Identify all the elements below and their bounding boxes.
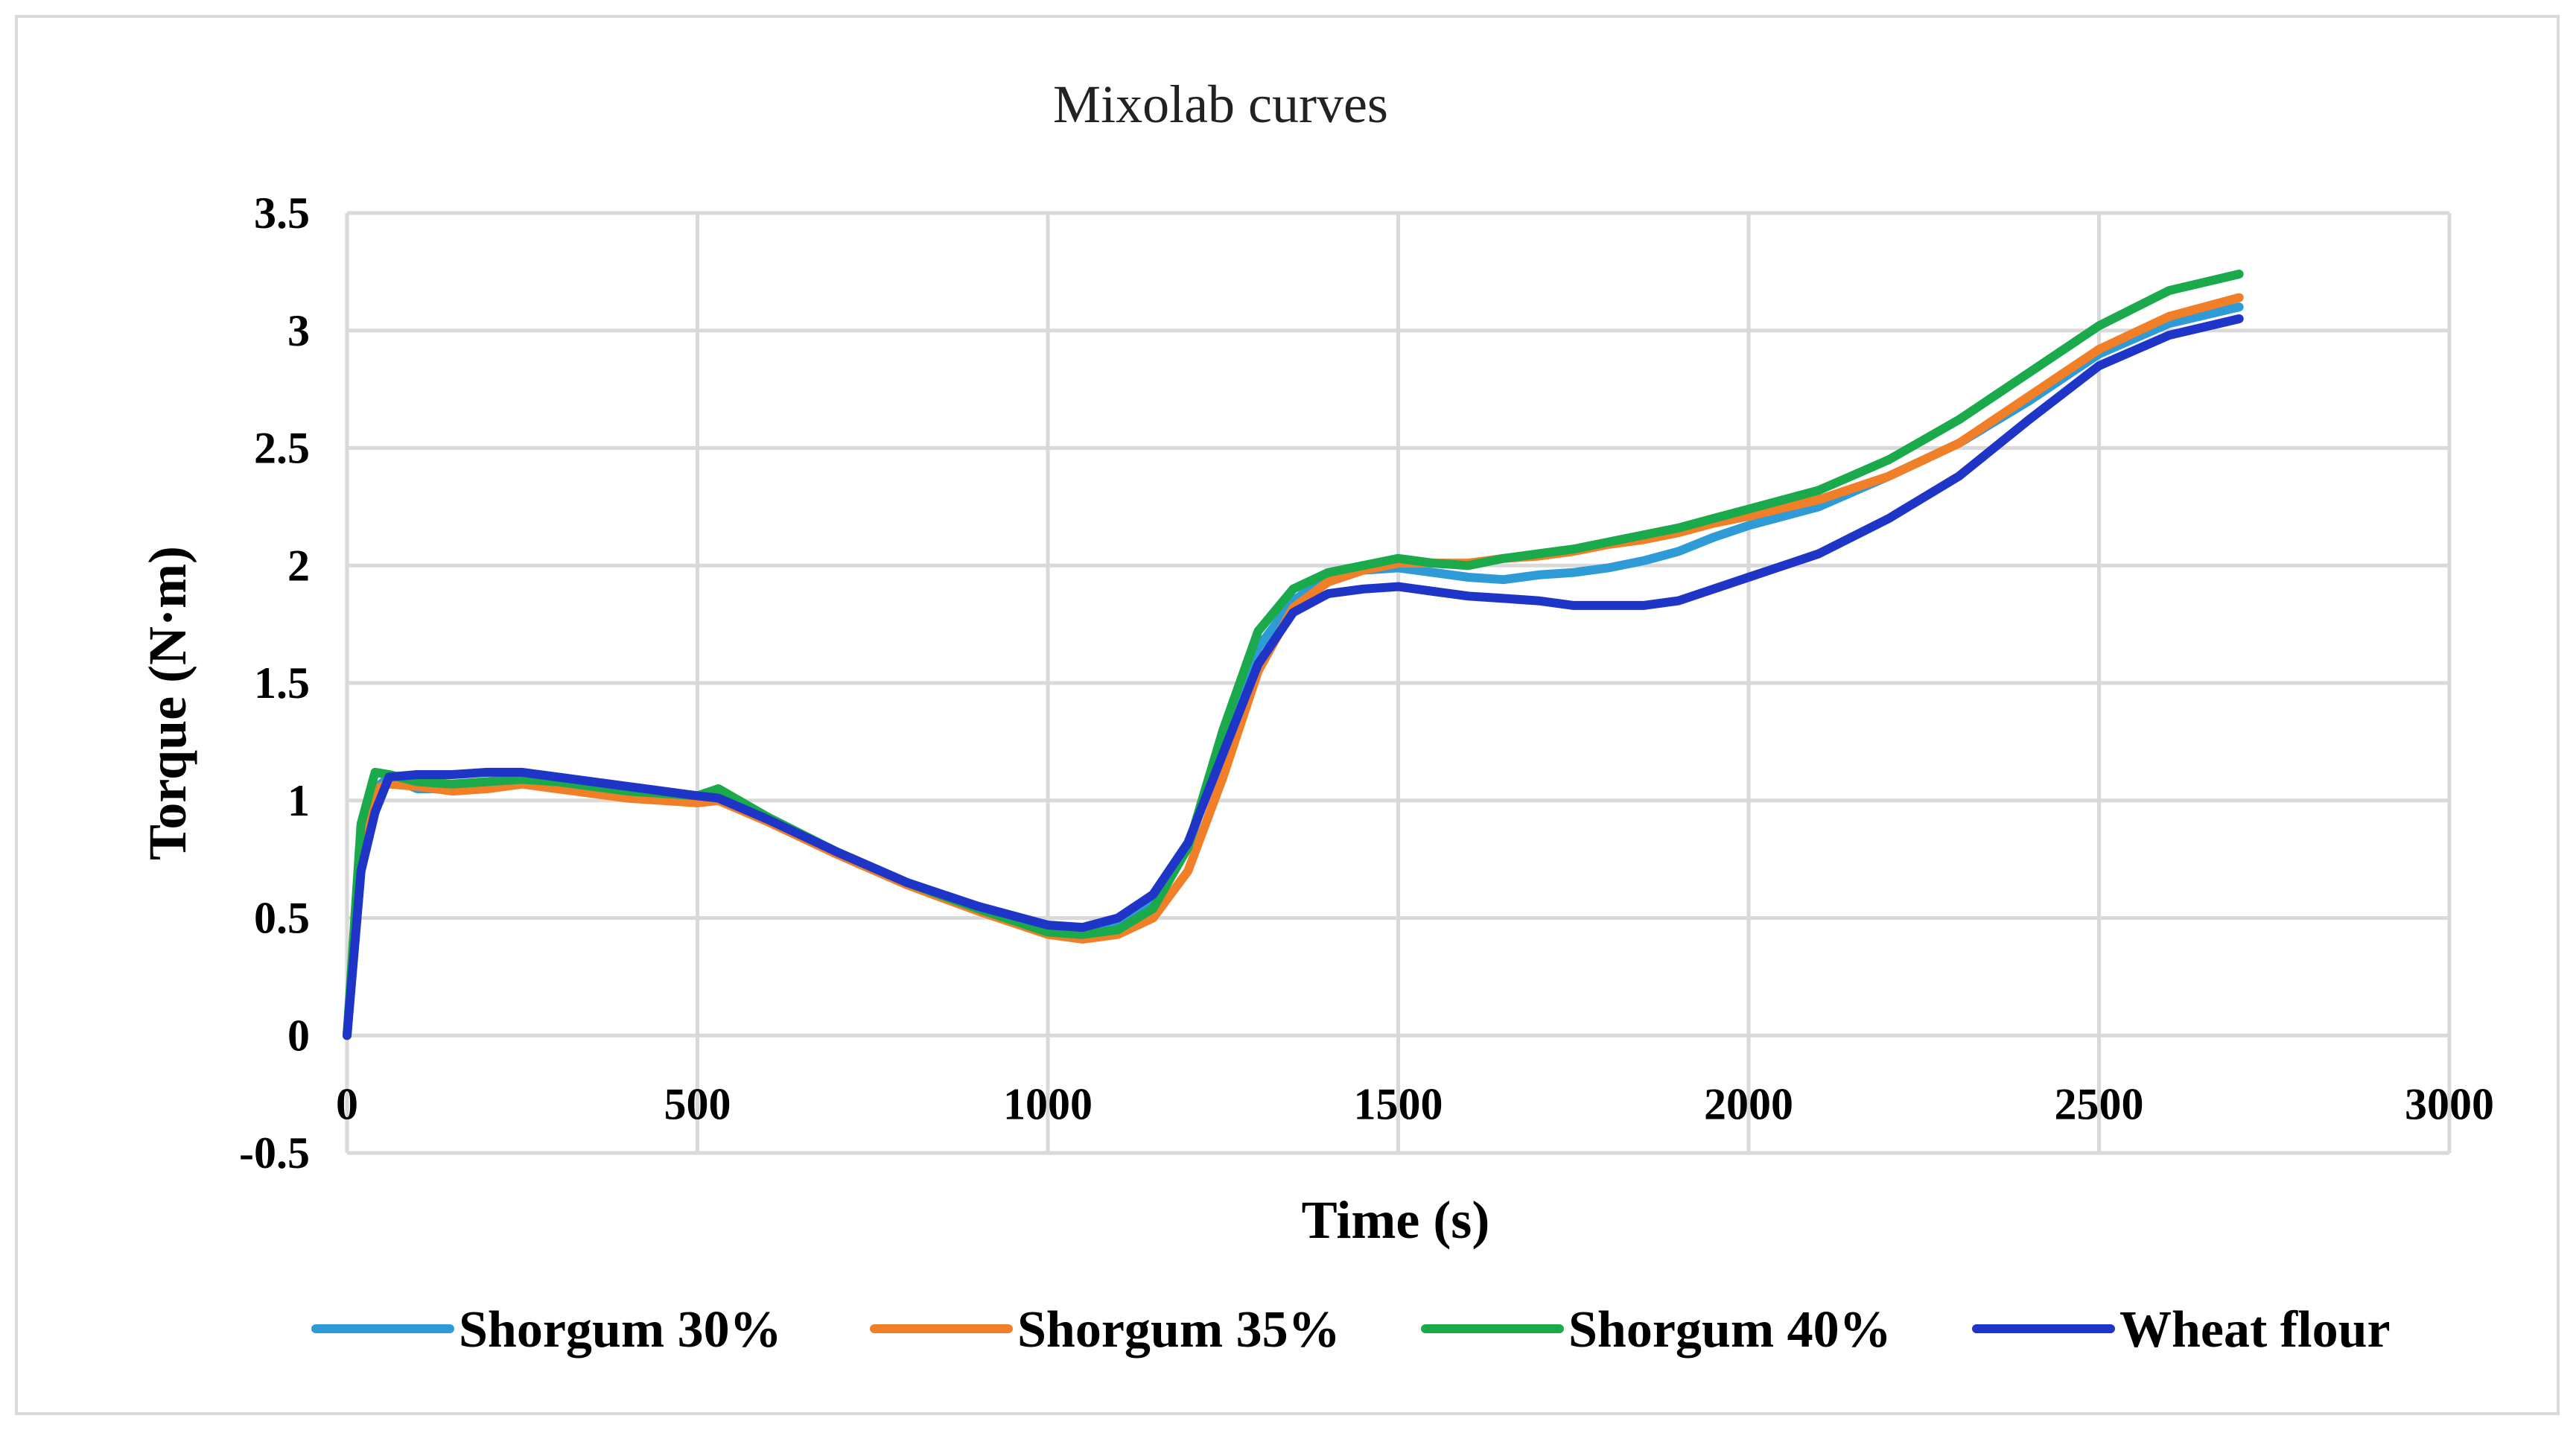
legend-label-shorgum-35: Shorgum 35% <box>1017 1301 1341 1359</box>
x-tick-label: 2500 <box>2055 1079 2144 1128</box>
legend-label-shorgum-40: Shorgum 40% <box>1568 1301 1892 1359</box>
y-tick-label: 0 <box>287 1011 310 1060</box>
legend: Shorgum 30% Shorgum 35% Shorgum 40% Wheat f… <box>311 1301 2391 1359</box>
y-tick-labels: -0.5 0 0.5 1 1.5 2 2.5 3 3.5 <box>239 188 310 1178</box>
legend-label-shorgum-30: Shorgum 30% <box>459 1301 782 1359</box>
y-axis-label: Torque (N·m) <box>138 546 197 860</box>
chart-svg: Mixolab curves -0.5 0 0.5 1 1.5 2 2.5 3 3.5 0 500… <box>138 74 2494 1359</box>
series-line-shorgum-40 <box>343 270 2244 1041</box>
y-tick-label: 1 <box>287 776 310 825</box>
x-tick-label: 2000 <box>1704 1079 1793 1128</box>
y-tick-label: 2.5 <box>254 424 310 473</box>
x-axis-label: Time (s) <box>1302 1190 1490 1250</box>
y-tick-label: 1.5 <box>254 658 310 708</box>
series-line-shorgum-35 <box>343 293 2244 1041</box>
y-tick-label: 2 <box>287 541 310 590</box>
x-tick-label: 0 <box>336 1079 358 1128</box>
y-tick-label: -0.5 <box>239 1128 310 1178</box>
x-tick-labels: 0 500 1000 1500 2000 2500 3000 <box>336 1079 2494 1128</box>
x-tick-label: 500 <box>664 1079 731 1128</box>
chart-frame: Mixolab curves -0.5 0 0.5 1 1.5 2 2.5 3 3.5 0 500… <box>15 15 2560 1415</box>
x-tick-label: 1500 <box>1354 1079 1443 1128</box>
series-layer <box>343 270 2244 1041</box>
y-tick-label: 3 <box>287 306 310 355</box>
series-line-shorgum-30 <box>343 302 2244 1041</box>
y-tick-label: 3.5 <box>254 188 310 238</box>
y-tick-label: 0.5 <box>254 894 310 943</box>
series-line-wheat-flour <box>343 314 2244 1041</box>
chart-title: Mixolab curves <box>1053 74 1388 134</box>
legend-label-wheat-flour: Wheat flour <box>2119 1301 2391 1359</box>
x-tick-label: 1000 <box>1003 1079 1093 1128</box>
x-tick-label: 3000 <box>2405 1079 2494 1128</box>
